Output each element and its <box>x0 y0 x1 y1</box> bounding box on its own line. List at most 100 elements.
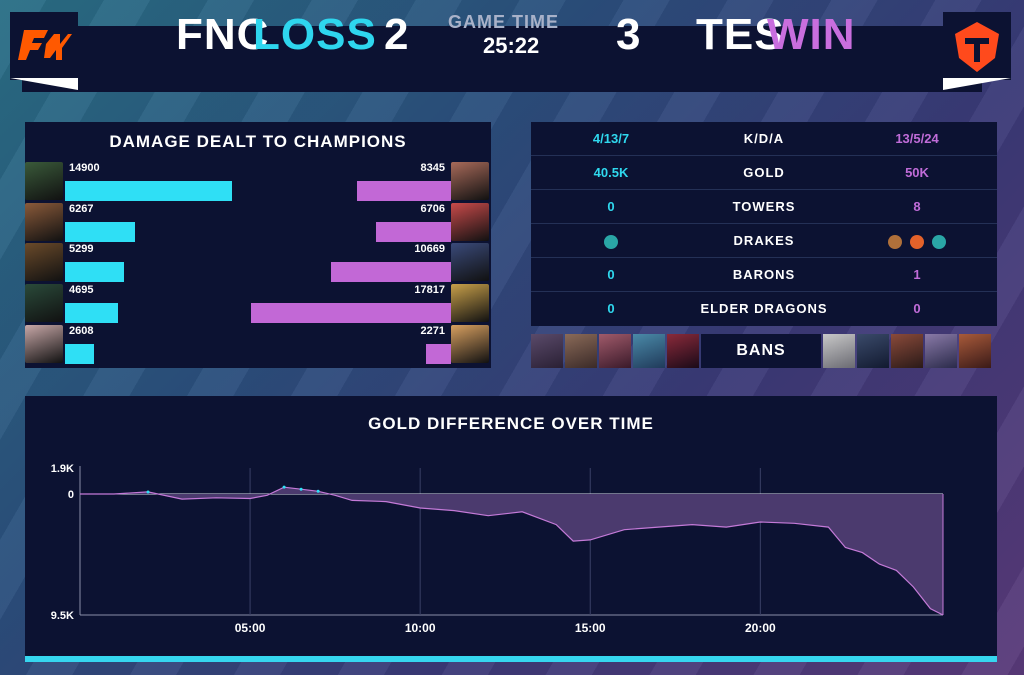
gold-lead-point <box>299 487 303 491</box>
tes-champion-portrait <box>451 284 489 323</box>
gold-difference-chart: 05:00 10:00 15:00 20:00 1.9K 0 9.5K <box>51 463 944 635</box>
x-tick-label: 05:00 <box>235 621 266 635</box>
right-ban-portrait <box>891 334 923 368</box>
fnc-damage-value: 2608 <box>69 324 94 337</box>
left-team-result: LOSS <box>253 10 377 59</box>
tes-champion-portrait <box>451 202 489 241</box>
tes-logo <box>943 12 1011 90</box>
right-elder: 0 <box>913 301 921 316</box>
game-time-value: 25:22 <box>483 33 540 58</box>
fnc-damage-bar <box>65 343 95 364</box>
y-tick-label: 9.5K <box>51 610 74 622</box>
right-team-result: WIN <box>767 10 856 59</box>
stats-row-kda: 4/13/7 K/D/A 13/5/24 <box>531 122 997 156</box>
towers-label: TOWERS <box>732 199 796 214</box>
infernal-drake-icon <box>910 234 924 249</box>
gold-label: GOLD <box>743 165 785 180</box>
x-tick-label: 15:00 <box>575 621 606 635</box>
right-team-name: TES <box>696 10 785 59</box>
gold-difference-area <box>80 487 943 615</box>
accent-bar <box>25 656 997 662</box>
mountain-drake-icon <box>888 234 903 249</box>
y-tick-label: 1.9K <box>51 463 74 475</box>
fnc-champion-portrait <box>25 202 63 241</box>
left-ban-portrait <box>667 334 699 368</box>
bans-label-box: BANS <box>701 334 821 368</box>
tes-champion-portrait <box>451 162 489 200</box>
left-gold: 40.5K <box>593 165 629 180</box>
tes-champion-portrait <box>451 324 489 363</box>
right-ban-portrait <box>823 334 855 368</box>
right-ban-portrait <box>925 334 957 368</box>
tes-damage-bar <box>251 303 451 324</box>
ocean-drake-icon <box>931 234 946 249</box>
stats-row-towers: 0 TOWERS 8 <box>531 190 997 224</box>
fnc-champion-portrait <box>25 284 63 323</box>
right-barons: 1 <box>913 267 921 282</box>
right-ban-portrait <box>959 334 991 368</box>
stats-row-drakes: DRAKES <box>531 224 997 258</box>
tes-damage-value: 2271 <box>420 324 445 337</box>
fnatic-logo <box>10 12 78 90</box>
left-ban-portrait <box>565 334 597 368</box>
elder-label: ELDER DRAGONS <box>700 301 828 316</box>
fnc-damage-value: 14900 <box>69 162 100 174</box>
tes-damage-bar <box>331 262 451 283</box>
left-barons: 0 <box>607 267 615 282</box>
kda-label: K/D/A <box>743 131 785 146</box>
gold-lead-point <box>282 485 286 489</box>
team-stats-panel: 4/13/7 K/D/A 13/5/24 40.5K GOLD 50K 0 TO… <box>531 122 997 326</box>
left-ban-portrait <box>531 334 563 368</box>
fnc-damage-value: 4695 <box>69 284 94 297</box>
gold-difference-line <box>80 486 944 616</box>
fnc-damage-value: 5299 <box>69 243 94 256</box>
fnc-damage-bar <box>65 221 136 242</box>
game-time-label: GAME TIME <box>448 12 559 32</box>
left-ban-portrait <box>599 334 631 368</box>
stats-row-elder: 0 ELDER DRAGONS 0 <box>531 292 997 325</box>
right-team-score: 3 <box>616 10 642 59</box>
x-tick-label: 20:00 <box>745 621 776 635</box>
gold-difference-panel: GOLD DIFFERENCE OVER TIME 05:00 10:00 15:0… <box>25 396 997 658</box>
fnc-damage-bar <box>65 181 233 201</box>
gold-lead-point <box>146 490 150 494</box>
tes-damage-value: 6706 <box>420 202 445 215</box>
ocean-drake-icon <box>604 234 618 249</box>
fnc-champion-portrait <box>25 162 63 200</box>
x-tick-label: 10:00 <box>405 621 436 635</box>
left-kda: 4/13/7 <box>592 131 630 146</box>
damage-panel: DAMAGE DEALT TO CHAMPIONS 14900 8345 6267 6… <box>25 122 491 368</box>
scoreboard-header <box>22 26 982 92</box>
barons-label: BARONS <box>732 267 796 282</box>
fnc-champion-portrait <box>25 324 63 363</box>
damage-panel-title: DAMAGE DEALT TO CHAMPIONS <box>109 132 407 151</box>
right-drakes <box>857 233 977 249</box>
tes-damage-bar <box>357 181 451 201</box>
fnc-damage-value: 6267 <box>69 202 94 215</box>
left-towers: 0 <box>607 199 615 214</box>
stats-row-gold: 40.5K GOLD 50K <box>531 156 997 190</box>
tes-champion-portrait <box>451 243 489 282</box>
fnc-damage-bar <box>65 262 125 283</box>
left-ban-portrait <box>633 334 665 368</box>
tes-damage-value: 17817 <box>414 284 445 297</box>
right-gold: 50K <box>905 165 929 180</box>
tes-damage-value: 10669 <box>414 243 445 256</box>
drakes-label: DRAKES <box>733 233 795 248</box>
left-drakes <box>551 233 671 249</box>
bans-label: BANS <box>736 342 786 359</box>
tes-damage-bar <box>375 221 451 242</box>
left-elder: 0 <box>607 301 615 316</box>
fnc-champion-portrait <box>25 243 63 282</box>
tes-damage-value: 8345 <box>420 162 445 174</box>
left-team-name: FNC <box>176 10 270 59</box>
gold-chart-title: GOLD DIFFERENCE OVER TIME <box>368 414 654 433</box>
right-kda: 13/5/24 <box>895 131 939 146</box>
fnc-damage-bar <box>65 303 118 324</box>
gold-lead-point <box>316 489 320 493</box>
stats-row-barons: 0 BARONS 1 <box>531 258 997 292</box>
bans-strip: BANS <box>531 334 997 368</box>
left-team-score: 2 <box>384 10 410 59</box>
y-tick-label: 0 <box>68 489 74 501</box>
right-ban-portrait <box>857 334 889 368</box>
